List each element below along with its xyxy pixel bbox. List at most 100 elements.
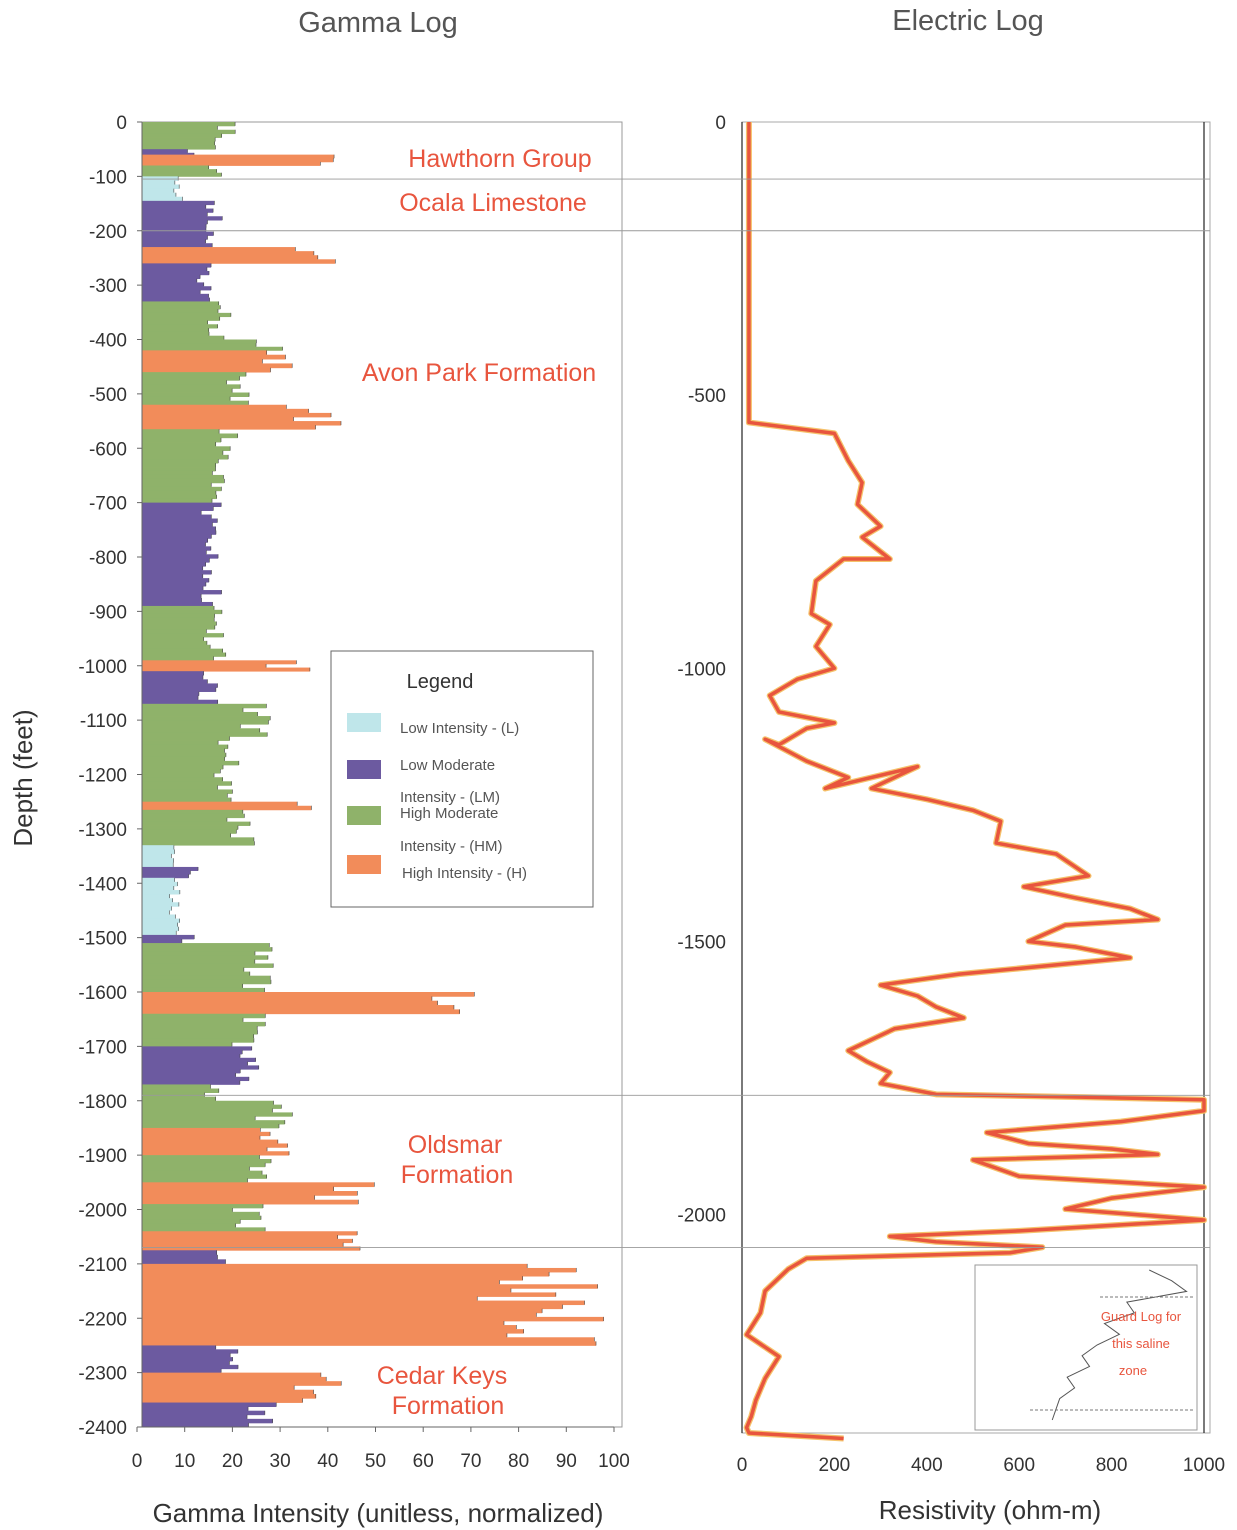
gamma-bar	[142, 274, 201, 279]
gamma-bar	[142, 833, 231, 838]
gamma-bar	[142, 474, 224, 480]
gamma-bar	[142, 1381, 342, 1386]
gamma-bar	[142, 282, 204, 287]
gamma-bar	[142, 421, 341, 426]
gamma-bar	[142, 943, 270, 948]
gamma-bar	[142, 1393, 316, 1399]
gamma-bar	[142, 629, 207, 634]
gamma-bar	[142, 663, 267, 668]
gamma-bar	[142, 967, 244, 973]
gamma-bar	[142, 235, 208, 240]
gamma-bar	[142, 522, 213, 527]
gamma-bar	[142, 433, 238, 439]
gamma-bar	[142, 376, 240, 381]
gamma-bar	[142, 188, 174, 194]
gamma-bar	[142, 1418, 273, 1424]
gamma-bar	[142, 165, 209, 170]
gamma-bar	[142, 1204, 264, 1209]
gamma-bar	[142, 1166, 250, 1172]
gamma-bar	[142, 227, 206, 233]
gamma-bar	[142, 695, 199, 701]
gamma-y-tick-label: -1400	[78, 874, 127, 895]
electric-log-title: Electric Log	[892, 5, 1044, 37]
gamma-bar	[142, 1349, 238, 1354]
gamma-bar	[142, 671, 204, 676]
gamma-bar	[142, 404, 287, 410]
gamma-bar	[142, 384, 241, 389]
legend-swatch-low-moderate	[347, 760, 381, 779]
gamma-bar	[142, 930, 177, 936]
gamma-bar	[142, 1325, 517, 1330]
gamma-bar	[142, 769, 221, 774]
gamma-bar	[142, 773, 215, 778]
gamma-bar	[142, 259, 336, 264]
gamma-bar	[142, 586, 204, 591]
gamma-x-tick-label: 90	[556, 1451, 577, 1472]
gamma-bar	[142, 1013, 266, 1019]
gamma-bar	[142, 1242, 344, 1247]
gamma-bar	[142, 975, 271, 981]
gamma-bar	[142, 1389, 314, 1395]
electric-x-tick-label: 0	[737, 1455, 748, 1476]
formation-label-hawthorn: Hawthorn Group	[408, 145, 591, 173]
gamma-bar	[142, 955, 268, 960]
gamma-bar-group	[142, 736, 240, 803]
gamma-bar-group	[142, 703, 271, 737]
gamma-bar	[142, 1329, 524, 1334]
gamma-bar	[142, 1162, 266, 1168]
gamma-y-tick-label: -900	[89, 602, 127, 623]
gamma-bar	[142, 594, 202, 599]
gamma-bar-group	[142, 1372, 342, 1403]
gamma-bar-group	[142, 1345, 239, 1374]
gamma-bar	[142, 582, 206, 587]
gamma-bar-group	[142, 1046, 260, 1085]
gamma-bar	[142, 514, 212, 519]
gamma-bar	[142, 691, 199, 697]
gamma-y-tick-label: -2300	[78, 1364, 127, 1385]
gamma-bar	[142, 212, 208, 217]
gamma-bar	[142, 992, 475, 997]
gamma-bar-group	[142, 801, 312, 811]
gamma-bar	[142, 922, 178, 928]
gamma-bar	[142, 137, 216, 142]
gamma-bar	[142, 756, 225, 762]
gamma-bar	[142, 817, 227, 823]
gamma-y-tick-label: -800	[89, 548, 127, 569]
gamma-bar-group	[142, 200, 223, 248]
electric-y-tick-label: -1000	[677, 659, 726, 680]
electric-plot-frame	[741, 121, 1211, 1434]
gamma-bar-group	[142, 934, 195, 944]
gamma-bar	[142, 324, 218, 329]
gamma-x-tick-label: 30	[270, 1451, 291, 1472]
gamma-bar	[142, 1406, 249, 1412]
gamma-bar	[142, 1199, 359, 1205]
formation-label-oldsmar-line2: Formation	[401, 1161, 514, 1189]
gamma-bar-group	[142, 1013, 266, 1047]
gamma-bar	[142, 1296, 478, 1301]
gamma-bar	[142, 459, 219, 464]
gamma-bar	[142, 866, 199, 871]
gamma-bar	[142, 380, 227, 385]
gamma-bar	[142, 470, 213, 476]
electric-y-tick-label: 0	[715, 113, 726, 134]
gamma-bar	[142, 683, 218, 688]
gamma-bar-group	[142, 247, 336, 264]
gamma-bar	[142, 621, 217, 626]
gamma-bar	[142, 180, 175, 185]
gamma-bar	[142, 1065, 259, 1070]
gamma-bar	[142, 675, 203, 680]
gamma-bar	[142, 255, 318, 260]
gamma-bar-group	[142, 877, 181, 936]
gamma-x-tick-label: 70	[460, 1451, 481, 1472]
gamma-bar	[142, 764, 224, 770]
gamma-bar	[142, 853, 172, 859]
gamma-bar	[142, 711, 258, 717]
gamma-bar	[142, 1259, 226, 1265]
gamma-bar	[142, 785, 218, 790]
gamma-bar	[142, 1178, 248, 1183]
gamma-bar	[142, 752, 226, 758]
gamma-bar	[142, 192, 176, 198]
gamma-bar	[142, 590, 222, 595]
gamma-bar	[142, 1088, 219, 1093]
gamma-bar-group	[142, 339, 283, 351]
